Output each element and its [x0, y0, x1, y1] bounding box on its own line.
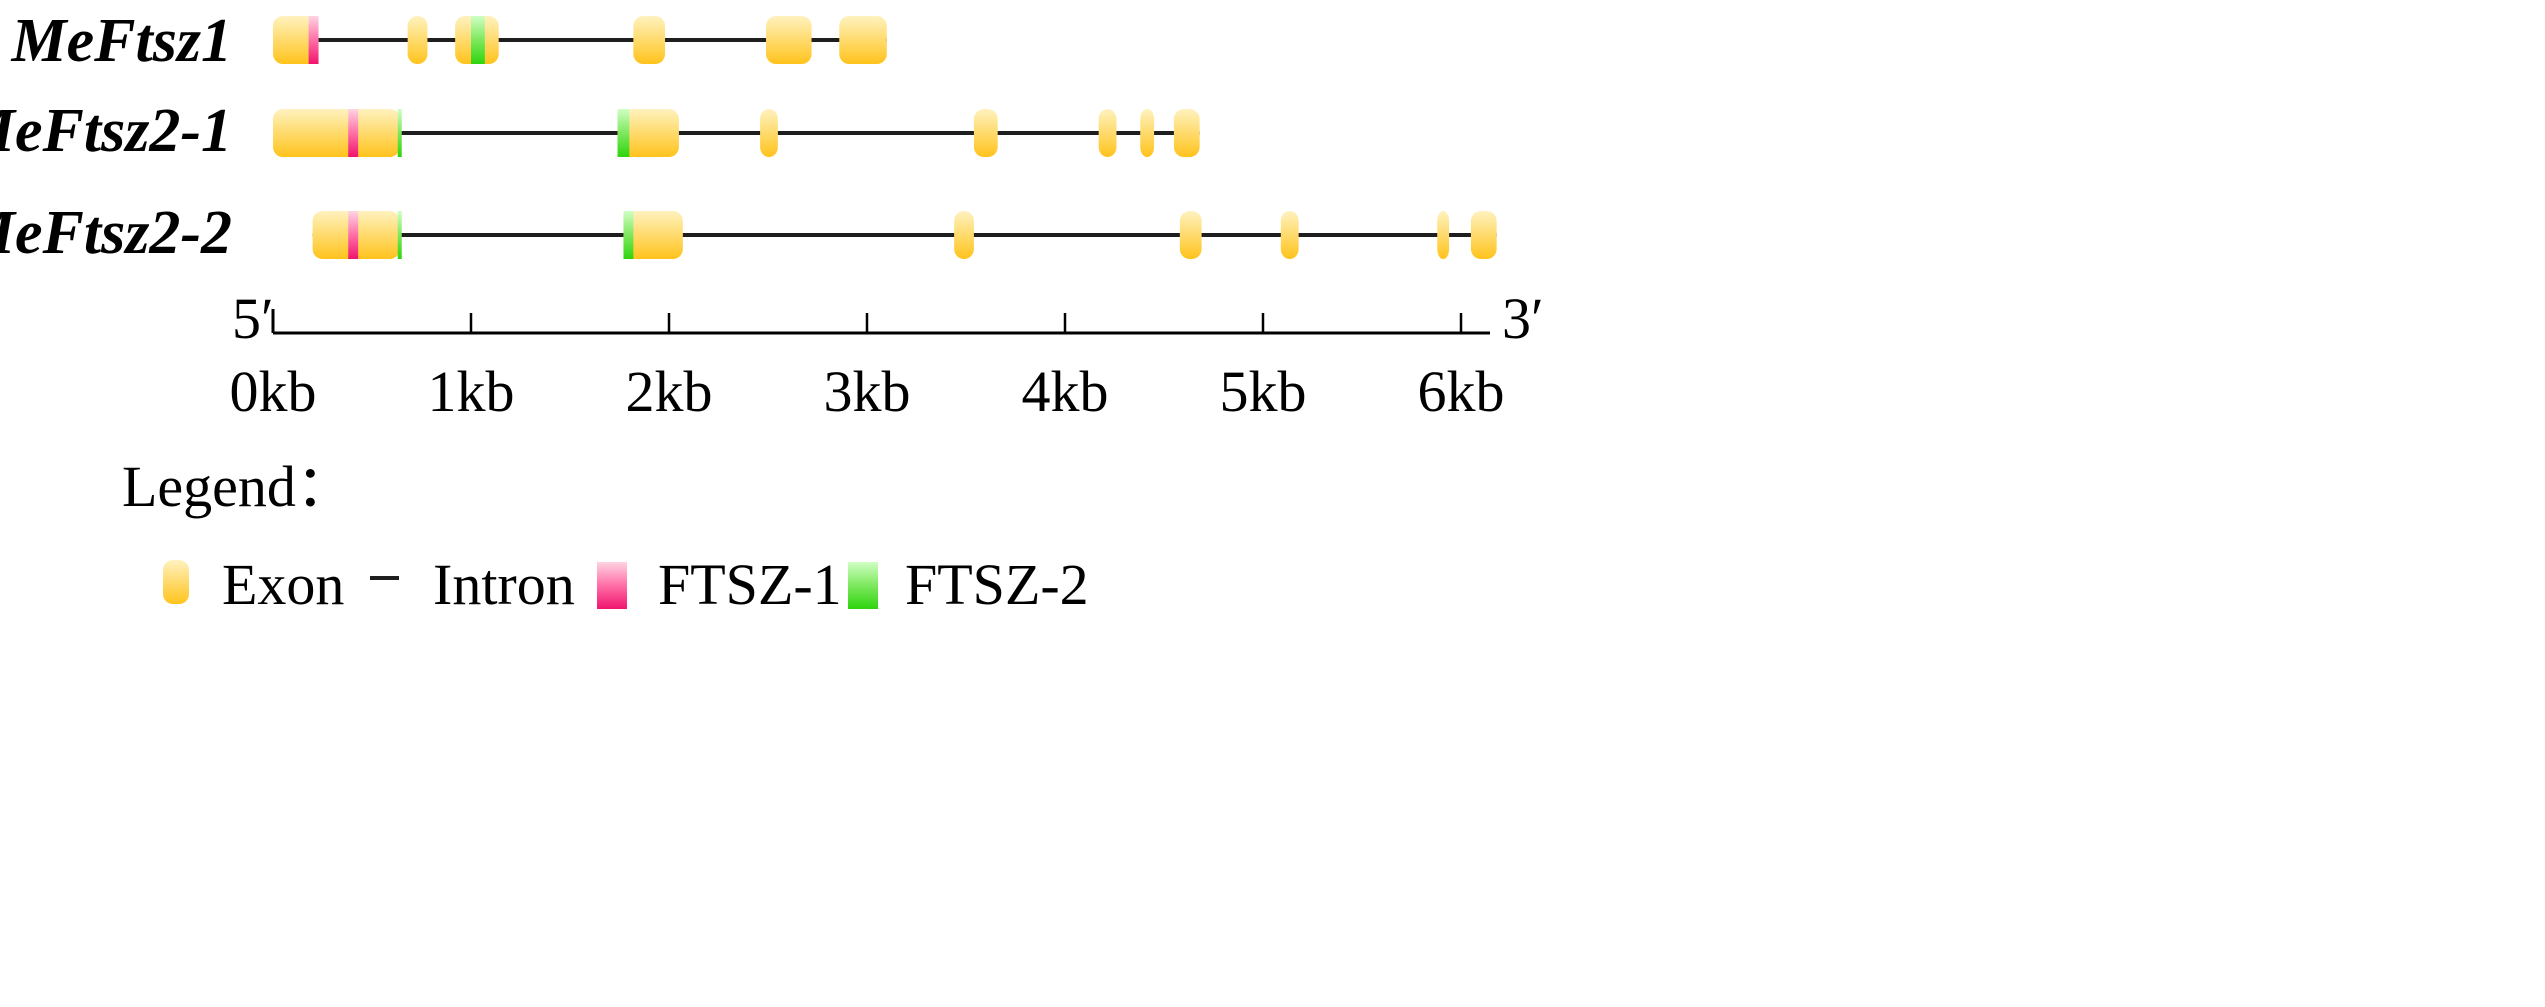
- exon-box: [1098, 109, 1117, 157]
- exon-box: [407, 16, 428, 64]
- axis-tick-label: 5kb: [1220, 359, 1307, 424]
- gene-label-meftsz2-2: MeFtsz2-2: [0, 199, 232, 267]
- ftsz2-domain: [397, 109, 402, 157]
- exon-box: [1280, 211, 1299, 259]
- legend-item-ftsz1: FTSZ-1: [597, 552, 842, 617]
- legend-ftsz2-icon: [848, 562, 878, 609]
- exon-box: [839, 16, 887, 64]
- ftsz2-domain: [397, 211, 402, 259]
- ftsz2-domain: [471, 16, 485, 64]
- three-prime-label: 3′: [1502, 286, 1544, 351]
- gene-tracks: [273, 16, 1497, 259]
- legend-item-ftsz2: FTSZ-2: [848, 552, 1089, 617]
- ftsz1-domain: [348, 211, 359, 259]
- legend-ftsz1-icon: [597, 562, 627, 609]
- exon-box: [954, 211, 974, 259]
- exon-box: [1179, 211, 1202, 259]
- legend-item-intron: Intron: [370, 552, 575, 617]
- exon-box: [1173, 109, 1200, 157]
- legend-ftsz2-label: FTSZ-2: [905, 552, 1089, 617]
- gene-label-meftsz2-1: MeFtsz2-1: [0, 97, 232, 165]
- axis-tick-label: 1kb: [428, 359, 515, 424]
- legend-exon-icon: [163, 560, 189, 604]
- axis-tick-label: 4kb: [1022, 359, 1109, 424]
- exon-box: [1437, 211, 1450, 259]
- exon-box: [1470, 211, 1497, 259]
- exon-box: [766, 16, 812, 64]
- scale-axis: 0kb 1kb 2kb 3kb 4kb 5kb 6kb: [230, 309, 1505, 424]
- exon-box: [973, 109, 998, 157]
- gene-track: [312, 211, 1497, 259]
- exon-box: [623, 211, 683, 259]
- legend-ftsz1-label: FTSZ-1: [658, 552, 842, 617]
- exon-box: [273, 109, 400, 157]
- ftsz2-domain: [623, 211, 634, 259]
- axis-tick-label: 6kb: [1418, 359, 1505, 424]
- exon-box: [1140, 109, 1155, 157]
- axis-tick-label: 0kb: [230, 359, 317, 424]
- exon-box: [760, 109, 778, 157]
- ftsz1-domain: [308, 16, 319, 64]
- exon-box: [617, 109, 679, 157]
- gene-label-meftsz1: MeFtsz1: [11, 7, 232, 75]
- axis-tick-label: 2kb: [626, 359, 713, 424]
- legend-item-exon: Exon: [163, 552, 344, 617]
- exon-box: [633, 16, 666, 64]
- gene-track: [273, 109, 1200, 157]
- legend-exon-label: Exon: [222, 552, 344, 617]
- exon-box: [273, 16, 319, 64]
- legend-title: Legend：: [122, 454, 354, 519]
- five-prime-label: 5′: [232, 286, 274, 351]
- ftsz1-domain: [348, 109, 359, 157]
- gene-track: [273, 16, 887, 64]
- legend-intron-label: Intron: [433, 552, 575, 617]
- ftsz2-domain: [617, 109, 630, 157]
- axis-tick-label: 3kb: [824, 359, 911, 424]
